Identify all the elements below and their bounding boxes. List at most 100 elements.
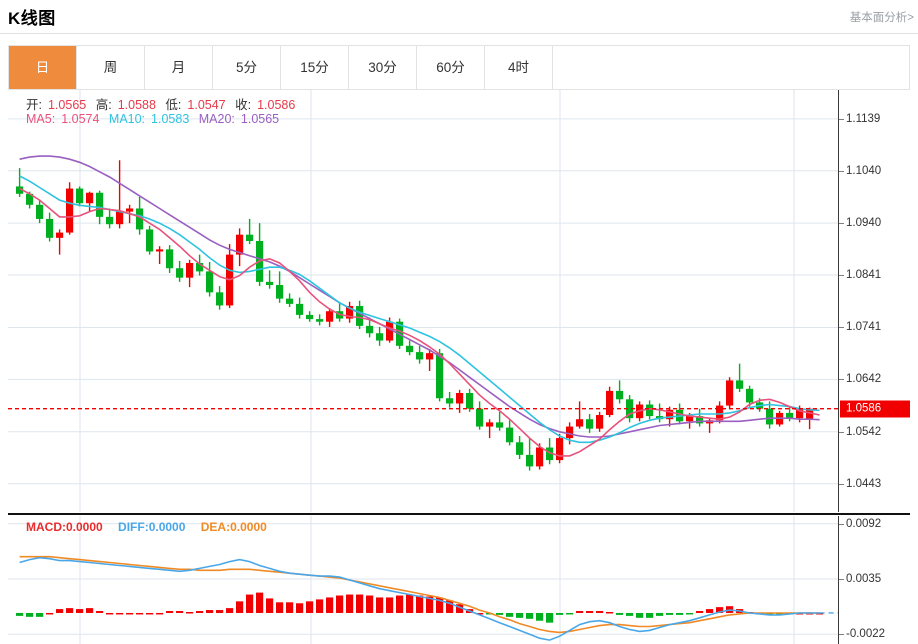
tab-1[interactable]: 周: [77, 46, 145, 89]
tab-2[interactable]: 月: [145, 46, 213, 89]
macd-bar-27: [286, 602, 294, 613]
ma20-label: MA20:: [198, 112, 235, 126]
candle-body-73: [746, 388, 754, 403]
candle-body-43: [446, 398, 454, 404]
macd-plot-area[interactable]: [8, 516, 838, 644]
ma10-line: [19, 175, 820, 444]
macd-tick-1: [839, 579, 844, 581]
candle-body-37: [386, 321, 394, 341]
low-value: 1.0547: [187, 98, 226, 112]
price-tick-5: [839, 379, 844, 381]
candle-body-31: [326, 311, 334, 322]
ohlc-info-row: 开: 1.0565 高: 1.0588 低: 1.0547 收: 1.0586: [26, 94, 301, 113]
macd-bar-26: [276, 602, 284, 613]
macd-bar-68: [696, 611, 704, 613]
candle-body-14: [156, 249, 164, 252]
candle-body-29: [306, 314, 314, 320]
macd-bar-39: [406, 594, 414, 613]
header-divider: [0, 33, 918, 34]
tab-0[interactable]: 日: [9, 46, 77, 89]
candle-body-70: [716, 405, 724, 421]
candle-body-9: [106, 216, 114, 225]
panel-divider: [8, 513, 910, 515]
candle-body-1: [26, 193, 34, 205]
macd-bar-62: [636, 612, 644, 618]
macd-bar-8: [96, 611, 104, 613]
macd-bar-41: [426, 596, 434, 613]
ma5-value: 1.0574: [61, 112, 100, 126]
candle-body-3: [46, 218, 54, 238]
candle-body-17: [186, 262, 194, 278]
candle-body-33: [346, 305, 354, 319]
candle-body-27: [286, 298, 294, 304]
macd-bar-46: [476, 612, 484, 615]
macd-bar-56: [576, 611, 584, 613]
candle-body-11: [126, 208, 134, 212]
tab-3[interactable]: 5分: [213, 46, 281, 89]
price-axis-label-6: 1.0542: [846, 425, 882, 438]
tab-5[interactable]: 30分: [349, 46, 417, 89]
macd-bar-52: [536, 612, 544, 621]
price-axis-label-5: 1.0642: [846, 373, 882, 386]
tab-6[interactable]: 60分: [417, 46, 485, 89]
macd-bar-54: [556, 612, 564, 615]
candle-body-8: [96, 192, 104, 217]
candle-body-0: [16, 186, 24, 194]
fundamental-analysis-link[interactable]: 基本面分析>: [849, 12, 914, 24]
candle-body-22: [236, 234, 244, 255]
price-axis: 1.1139 1.1040 1.0940 1.0841 1.0741 1.0642 1.05…: [838, 90, 910, 512]
dea-value: 0.0000: [230, 520, 267, 534]
open-label: 开:: [26, 98, 42, 112]
macd-bar-18: [196, 611, 204, 613]
tab-7[interactable]: 4时: [485, 46, 553, 89]
macd-bar-19: [206, 610, 214, 613]
macd-bar-9: [106, 612, 114, 615]
macd-bar-44: [456, 604, 464, 613]
candle-body-25: [266, 281, 274, 286]
candle-body-30: [316, 319, 324, 322]
candle-body-19: [206, 271, 214, 293]
candle-body-55: [566, 426, 574, 439]
macd-bar-10: [116, 612, 124, 615]
macd-bar-11: [126, 612, 134, 615]
candle-body-65: [666, 409, 674, 420]
price-plot-area[interactable]: [8, 90, 838, 512]
candle-body-77: [786, 412, 794, 419]
macd-bar-37: [386, 597, 394, 613]
candle-body-67: [686, 416, 694, 422]
macd-bar-60: [616, 612, 624, 615]
macd-bar-30: [316, 599, 324, 613]
candle-body-68: [696, 416, 704, 424]
candle-body-53: [546, 447, 554, 461]
macd-bar-0: [16, 612, 24, 616]
price-axis-label-3: 1.0841: [846, 269, 882, 282]
candle-body-15: [166, 249, 174, 269]
macd-bar-42: [436, 597, 444, 613]
price-tick-1: [839, 170, 844, 172]
price-tick-2: [839, 223, 844, 225]
macd-bar-20: [216, 610, 224, 613]
macd-bar-58: [596, 611, 604, 613]
macd-bar-69: [706, 609, 714, 613]
macd-axis: 0.0092 0.0035 -0.0022: [838, 516, 910, 644]
timeframe-tabbar: 日周月 5分 15分 30分 60分 4时: [8, 45, 910, 90]
diff-line: [19, 556, 820, 641]
ma5-line: [19, 187, 820, 457]
candle-body-23: [246, 234, 254, 241]
macd-bar-48: [496, 612, 504, 615]
macd-bar-14: [156, 612, 164, 615]
candle-body-52: [536, 447, 544, 467]
candle-body-12: [136, 208, 144, 230]
macd-bar-4: [56, 609, 64, 613]
macd-bar-49: [506, 612, 514, 617]
candle-body-16: [176, 268, 184, 278]
tab-4[interactable]: 15分: [281, 46, 349, 89]
dea-line: [19, 555, 820, 634]
macd-bar-2: [36, 612, 44, 617]
price-tick-6: [839, 431, 844, 433]
price-axis-label-2: 1.0940: [846, 217, 882, 230]
macd-bar-32: [336, 595, 344, 613]
price-axis-label-0: 1.1139: [846, 112, 881, 125]
candle-body-2: [36, 204, 44, 219]
